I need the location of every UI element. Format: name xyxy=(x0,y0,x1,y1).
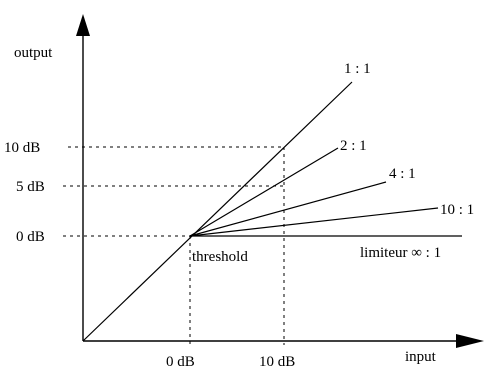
ratio-label-4-1: 4 : 1 xyxy=(389,166,416,182)
ratio-label-1-1: 1 : 1 xyxy=(344,61,371,77)
x-axis-arrow xyxy=(456,334,484,348)
x-tick-0db: 0 dB xyxy=(166,354,195,370)
threshold-label: threshold xyxy=(192,249,248,265)
y-tick-5db: 5 dB xyxy=(16,179,45,195)
ratio-label-10-1: 10 : 1 xyxy=(440,202,474,218)
y-axis-label: output xyxy=(14,45,53,61)
curve-4-1 xyxy=(189,181,387,237)
x-tick-10db: 10 dB xyxy=(259,354,295,370)
ratio-label-2-1: 2 : 1 xyxy=(340,138,367,154)
x-axis-label: input xyxy=(405,349,437,365)
curve-1-1 xyxy=(82,81,353,342)
curve-2-1 xyxy=(189,147,339,237)
y-tick-0db: 0 dB xyxy=(16,229,45,245)
y-tick-10db: 10 dB xyxy=(4,140,40,156)
y-axis-arrow xyxy=(76,14,90,36)
ratio-label-limiter: limiteur ∞ : 1 xyxy=(360,245,441,261)
curve-10-1 xyxy=(189,207,439,237)
